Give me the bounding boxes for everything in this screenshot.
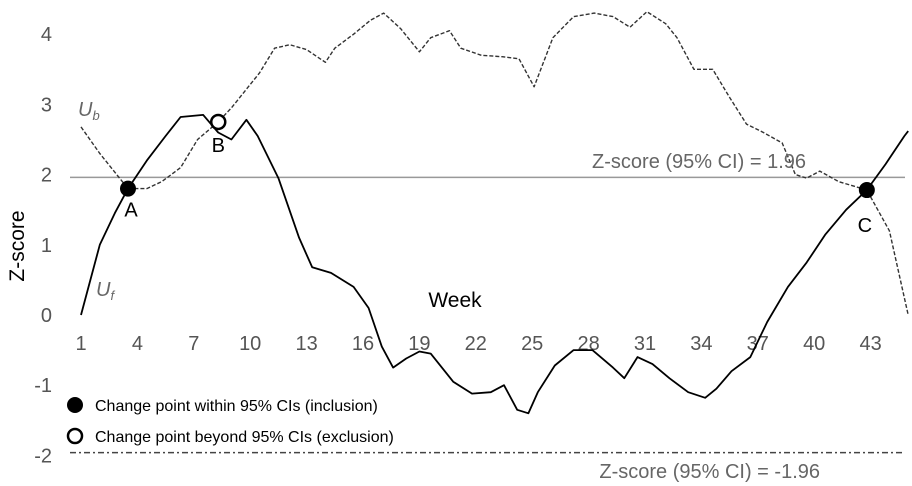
legend-marker-filled	[67, 397, 83, 413]
upper-ci-label: Z-score (95% CI) = 1.96	[592, 151, 806, 173]
x-tick-label: 25	[521, 333, 543, 355]
y-tick-label: 4	[41, 24, 52, 46]
change-point-c	[858, 182, 875, 199]
y-axis-ticks: -2 -1 0 1 2 3 4	[34, 24, 52, 467]
series-label-uf: Uf	[96, 279, 115, 303]
y-tick-label: -1	[34, 375, 52, 397]
y-tick-label: -2	[34, 445, 52, 467]
x-tick-label: 37	[747, 333, 769, 355]
x-tick-label: 16	[352, 333, 374, 355]
change-point-b	[209, 113, 227, 131]
x-axis-label: Week	[428, 289, 482, 312]
x-tick-label: 43	[859, 333, 881, 355]
x-tick-label: 7	[188, 333, 199, 355]
legend: Change point within 95% CIs (inclusion) …	[66, 397, 394, 446]
x-tick-label: 13	[295, 333, 317, 355]
change-point-label-b: B	[212, 135, 225, 157]
legend-label-exclusion: Change point beyond 95% CIs (exclusion)	[95, 429, 394, 446]
legend-label-inclusion: Change point within 95% CIs (inclusion)	[95, 398, 378, 415]
series-line-ub	[80, 11, 909, 316]
x-tick-label: 34	[690, 333, 712, 355]
change-point-a	[120, 180, 136, 197]
x-tick-label: 1	[75, 333, 86, 355]
y-tick-label: 2	[41, 165, 52, 187]
lower-ci-label: Z-score (95% CI) = -1.96	[599, 461, 820, 483]
change-point-label-a: A	[124, 200, 138, 222]
x-tick-label: 40	[803, 333, 825, 355]
legend-marker-open	[66, 427, 84, 445]
x-tick-label: 31	[634, 333, 656, 355]
series-label-ub: Ub	[78, 99, 100, 123]
change-point-label-c: C	[858, 215, 872, 237]
x-tick-label: 28	[577, 333, 599, 355]
x-tick-label: 22	[465, 333, 487, 355]
x-tick-label: 19	[408, 333, 430, 355]
x-tick-label: 10	[239, 333, 261, 355]
reference-lines	[70, 176, 905, 454]
y-tick-label: 0	[41, 305, 52, 327]
series-layer	[80, 11, 909, 415]
y-tick-label: 3	[41, 94, 52, 116]
y-axis-label: Z-score	[6, 210, 29, 281]
y-tick-label: 1	[41, 235, 52, 257]
change-points: A B C	[120, 113, 875, 237]
x-tick-label: 4	[132, 333, 143, 355]
